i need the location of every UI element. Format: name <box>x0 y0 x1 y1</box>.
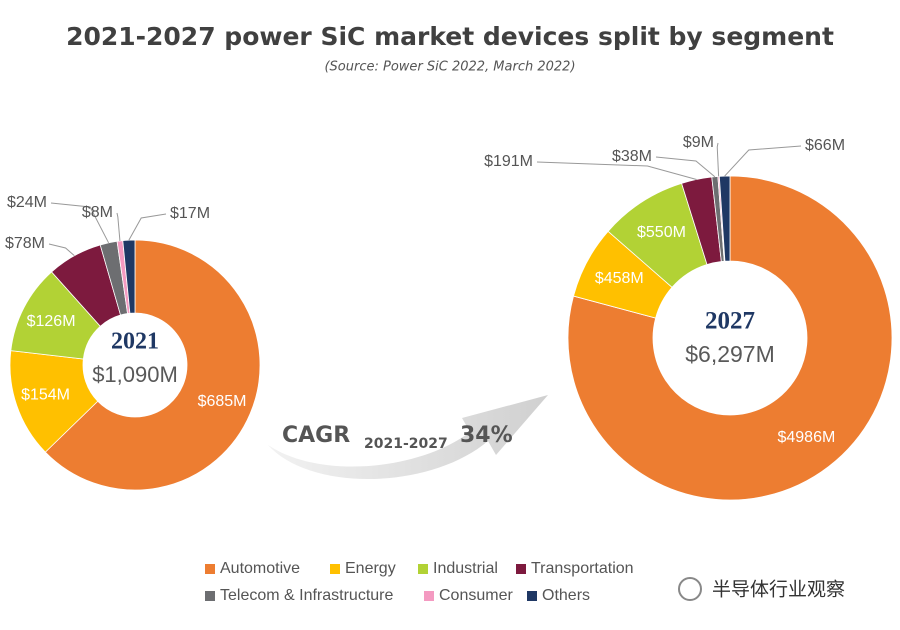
donut-hole <box>653 261 807 415</box>
legend-swatch <box>330 564 340 574</box>
watermark: 半导体行业观察 <box>678 577 845 601</box>
center-title: 2027 <box>705 308 755 335</box>
chart-title: 2021-2027 power SiC market devices split… <box>66 22 834 51</box>
value-label: $191M <box>484 153 533 170</box>
leader-line <box>716 142 720 177</box>
value-label: $9M <box>683 134 714 151</box>
value-label: $154M <box>21 387 70 404</box>
leader-line <box>48 243 75 257</box>
watermark-icon <box>678 577 702 601</box>
value-label: $126M <box>27 313 76 330</box>
value-label: $17M <box>170 205 210 222</box>
watermark-text: 半导体行业观察 <box>712 579 845 601</box>
donut-hole <box>83 313 187 417</box>
growth-arrow <box>268 395 548 480</box>
legend-label: Industrial <box>433 560 498 577</box>
value-label: $8M <box>82 204 113 221</box>
leader-line <box>50 202 110 244</box>
legend-swatch <box>516 564 526 574</box>
value-label: $4986M <box>777 429 835 446</box>
legend-swatch <box>205 591 215 601</box>
cagr-label: CAGR <box>282 423 350 448</box>
cagr-value: 34% <box>460 423 513 448</box>
leader-line <box>724 145 802 177</box>
center-total: $1,090M <box>92 362 178 387</box>
center-title: 2021 <box>111 329 159 355</box>
leader-line <box>655 156 716 178</box>
leader-line <box>128 213 167 241</box>
value-label: $685M <box>198 393 247 410</box>
legend-label: Automotive <box>220 560 300 577</box>
legend-label: Telecom & Infrastructure <box>220 587 394 604</box>
leader-line <box>536 161 697 180</box>
chart-subtitle: (Source: Power SiC 2022, March 2022) <box>324 60 575 75</box>
legend-label: Energy <box>345 560 396 577</box>
value-label: $458M <box>595 270 644 287</box>
legend-swatch <box>527 591 537 601</box>
legend-swatch <box>418 564 428 574</box>
legend-label: Consumer <box>439 587 513 604</box>
legend-swatch <box>205 564 215 574</box>
value-label: $38M <box>612 148 652 165</box>
leader-line <box>116 212 121 241</box>
value-label: $78M <box>5 235 45 252</box>
value-label: $66M <box>805 137 845 154</box>
legend-label: Others <box>542 587 590 604</box>
center-total: $6,297M <box>685 341 775 367</box>
value-label: $550M <box>637 224 686 241</box>
cagr-period: 2021-2027 <box>364 436 448 452</box>
value-label: $24M <box>7 194 47 211</box>
legend-swatch <box>424 591 434 601</box>
legend-label: Transportation <box>531 560 634 577</box>
